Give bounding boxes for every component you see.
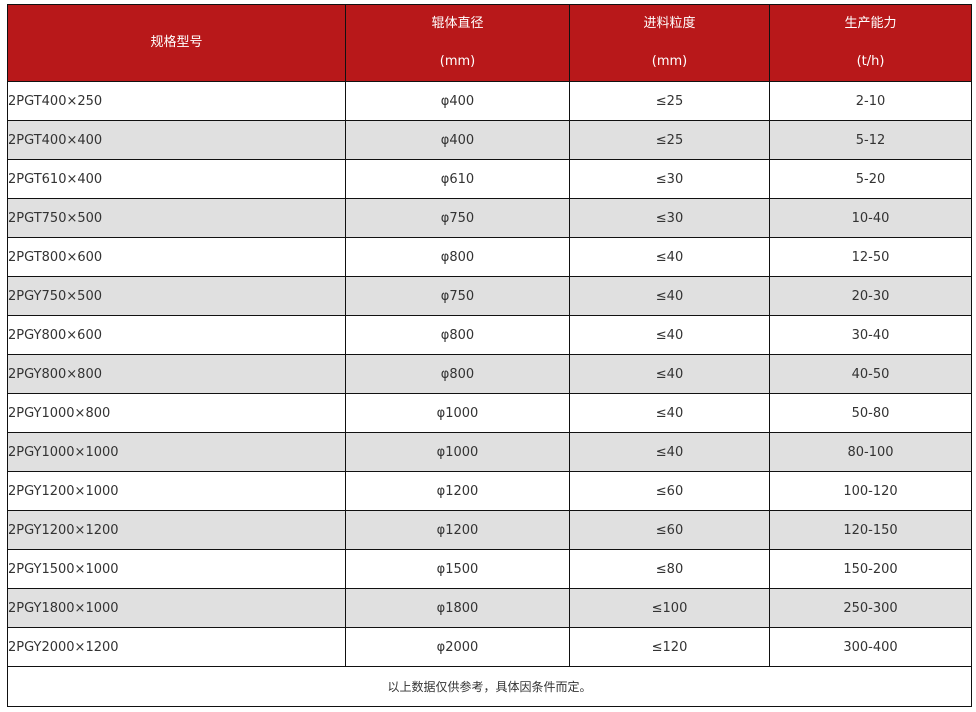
table-row: 2PGY1200×1200 φ1200 ≤60 120-150	[7, 510, 972, 550]
header-feed-size: 进料粒度 (mm)	[569, 4, 770, 82]
table-row: 2PGT400×250 φ400 ≤25 2-10	[7, 81, 972, 121]
header-diameter: 辊体直径 (mm)	[345, 4, 570, 82]
cell-feed-size: ≤30	[569, 198, 770, 238]
cell-capacity: 80-100	[769, 432, 972, 472]
cell-model: 2PGY1800×1000	[7, 588, 346, 628]
cell-model: 2PGY1000×1000	[7, 432, 346, 472]
cell-model: 2PGT750×500	[7, 198, 346, 238]
header-feed-label: 进料粒度	[643, 16, 696, 31]
cell-diameter: φ750	[345, 276, 570, 316]
cell-diameter: φ1500	[345, 549, 570, 589]
cell-capacity: 300-400	[769, 627, 972, 667]
cell-capacity: 20-30	[769, 276, 972, 316]
cell-capacity: 10-40	[769, 198, 972, 238]
cell-model: 2PGY1200×1200	[7, 510, 346, 550]
cell-capacity: 5-12	[769, 120, 972, 160]
cell-model: 2PGT610×400	[7, 159, 346, 199]
cell-feed-size: ≤40	[569, 276, 770, 316]
cell-model: 2PGT800×600	[7, 237, 346, 277]
cell-model: 2PGT400×250	[7, 81, 346, 121]
table-row: 2PGY1000×800 φ1000 ≤40 50-80	[7, 393, 972, 433]
table-row: 2PGT610×400 φ610 ≤30 5-20	[7, 159, 972, 199]
header-capacity-label: 生产能力	[844, 16, 897, 31]
cell-feed-size: ≤40	[569, 432, 770, 472]
cell-capacity: 40-50	[769, 354, 972, 394]
cell-model: 2PGY1500×1000	[7, 549, 346, 589]
cell-diameter: φ400	[345, 120, 570, 160]
table-row: 2PGY1000×1000 φ1000 ≤40 80-100	[7, 432, 972, 472]
spec-table: 规格型号 辊体直径 (mm) 进料粒度 (mm) 生产能力 (t/h) 2PGT400…	[7, 4, 972, 707]
table-row: 2PGT400×400 φ400 ≤25 5-12	[7, 120, 972, 160]
cell-capacity: 2-10	[769, 81, 972, 121]
cell-model: 2PGY2000×1200	[7, 627, 346, 667]
cell-diameter: φ610	[345, 159, 570, 199]
cell-capacity: 50-80	[769, 393, 972, 433]
cell-feed-size: ≤25	[569, 120, 770, 160]
cell-diameter: φ1000	[345, 393, 570, 433]
cell-capacity: 100-120	[769, 471, 972, 511]
cell-capacity: 120-150	[769, 510, 972, 550]
cell-feed-size: ≤25	[569, 81, 770, 121]
cell-model: 2PGY1200×1000	[7, 471, 346, 511]
header-diameter-label: 辊体直径	[431, 16, 484, 31]
table-row: 2PGY1800×1000 φ1800 ≤100 250-300	[7, 588, 972, 628]
cell-diameter: φ800	[345, 354, 570, 394]
cell-feed-size: ≤100	[569, 588, 770, 628]
cell-diameter: φ1800	[345, 588, 570, 628]
cell-feed-size: ≤40	[569, 237, 770, 277]
cell-feed-size: ≤120	[569, 627, 770, 667]
cell-feed-size: ≤40	[569, 354, 770, 394]
table-row: 2PGY1200×1000 φ1200 ≤60 100-120	[7, 471, 972, 511]
cell-feed-size: ≤30	[569, 159, 770, 199]
table-row: 2PGT800×600 φ800 ≤40 12-50	[7, 237, 972, 277]
cell-diameter: φ1200	[345, 510, 570, 550]
cell-model: 2PGY1000×800	[7, 393, 346, 433]
table-row: 2PGT750×500 φ750 ≤30 10-40	[7, 198, 972, 238]
cell-diameter: φ1200	[345, 471, 570, 511]
footer-note: 以上数据仅供参考，具体因条件而定。	[7, 666, 972, 707]
table-row: 2PGY750×500 φ750 ≤40 20-30	[7, 276, 972, 316]
cell-diameter: φ800	[345, 237, 570, 277]
cell-feed-size: ≤40	[569, 315, 770, 355]
cell-capacity: 5-20	[769, 159, 972, 199]
cell-model: 2PGY800×800	[7, 354, 346, 394]
cell-diameter: φ1000	[345, 432, 570, 472]
cell-capacity: 30-40	[769, 315, 972, 355]
cell-diameter: φ800	[345, 315, 570, 355]
cell-capacity: 12-50	[769, 237, 972, 277]
table-row: 2PGY2000×1200 φ2000 ≤120 300-400	[7, 627, 972, 667]
cell-diameter: φ2000	[345, 627, 570, 667]
header-capacity-unit: (t/h)	[856, 54, 885, 69]
table-row: 2PGY800×800 φ800 ≤40 40-50	[7, 354, 972, 394]
cell-model: 2PGY750×500	[7, 276, 346, 316]
header-capacity: 生产能力 (t/h)	[769, 4, 972, 82]
cell-capacity: 250-300	[769, 588, 972, 628]
header-row: 规格型号 辊体直径 (mm) 进料粒度 (mm) 生产能力 (t/h)	[7, 4, 972, 82]
cell-diameter: φ400	[345, 81, 570, 121]
cell-capacity: 150-200	[769, 549, 972, 589]
cell-diameter: φ750	[345, 198, 570, 238]
cell-feed-size: ≤40	[569, 393, 770, 433]
header-feed-unit: (mm)	[651, 54, 688, 69]
header-model: 规格型号	[7, 4, 346, 82]
table-row: 2PGY800×600 φ800 ≤40 30-40	[7, 315, 972, 355]
table-row: 2PGY1500×1000 φ1500 ≤80 150-200	[7, 549, 972, 589]
cell-model: 2PGT400×400	[7, 120, 346, 160]
header-diameter-unit: (mm)	[439, 54, 476, 69]
cell-model: 2PGY800×600	[7, 315, 346, 355]
cell-feed-size: ≤60	[569, 471, 770, 511]
cell-feed-size: ≤60	[569, 510, 770, 550]
cell-feed-size: ≤80	[569, 549, 770, 589]
